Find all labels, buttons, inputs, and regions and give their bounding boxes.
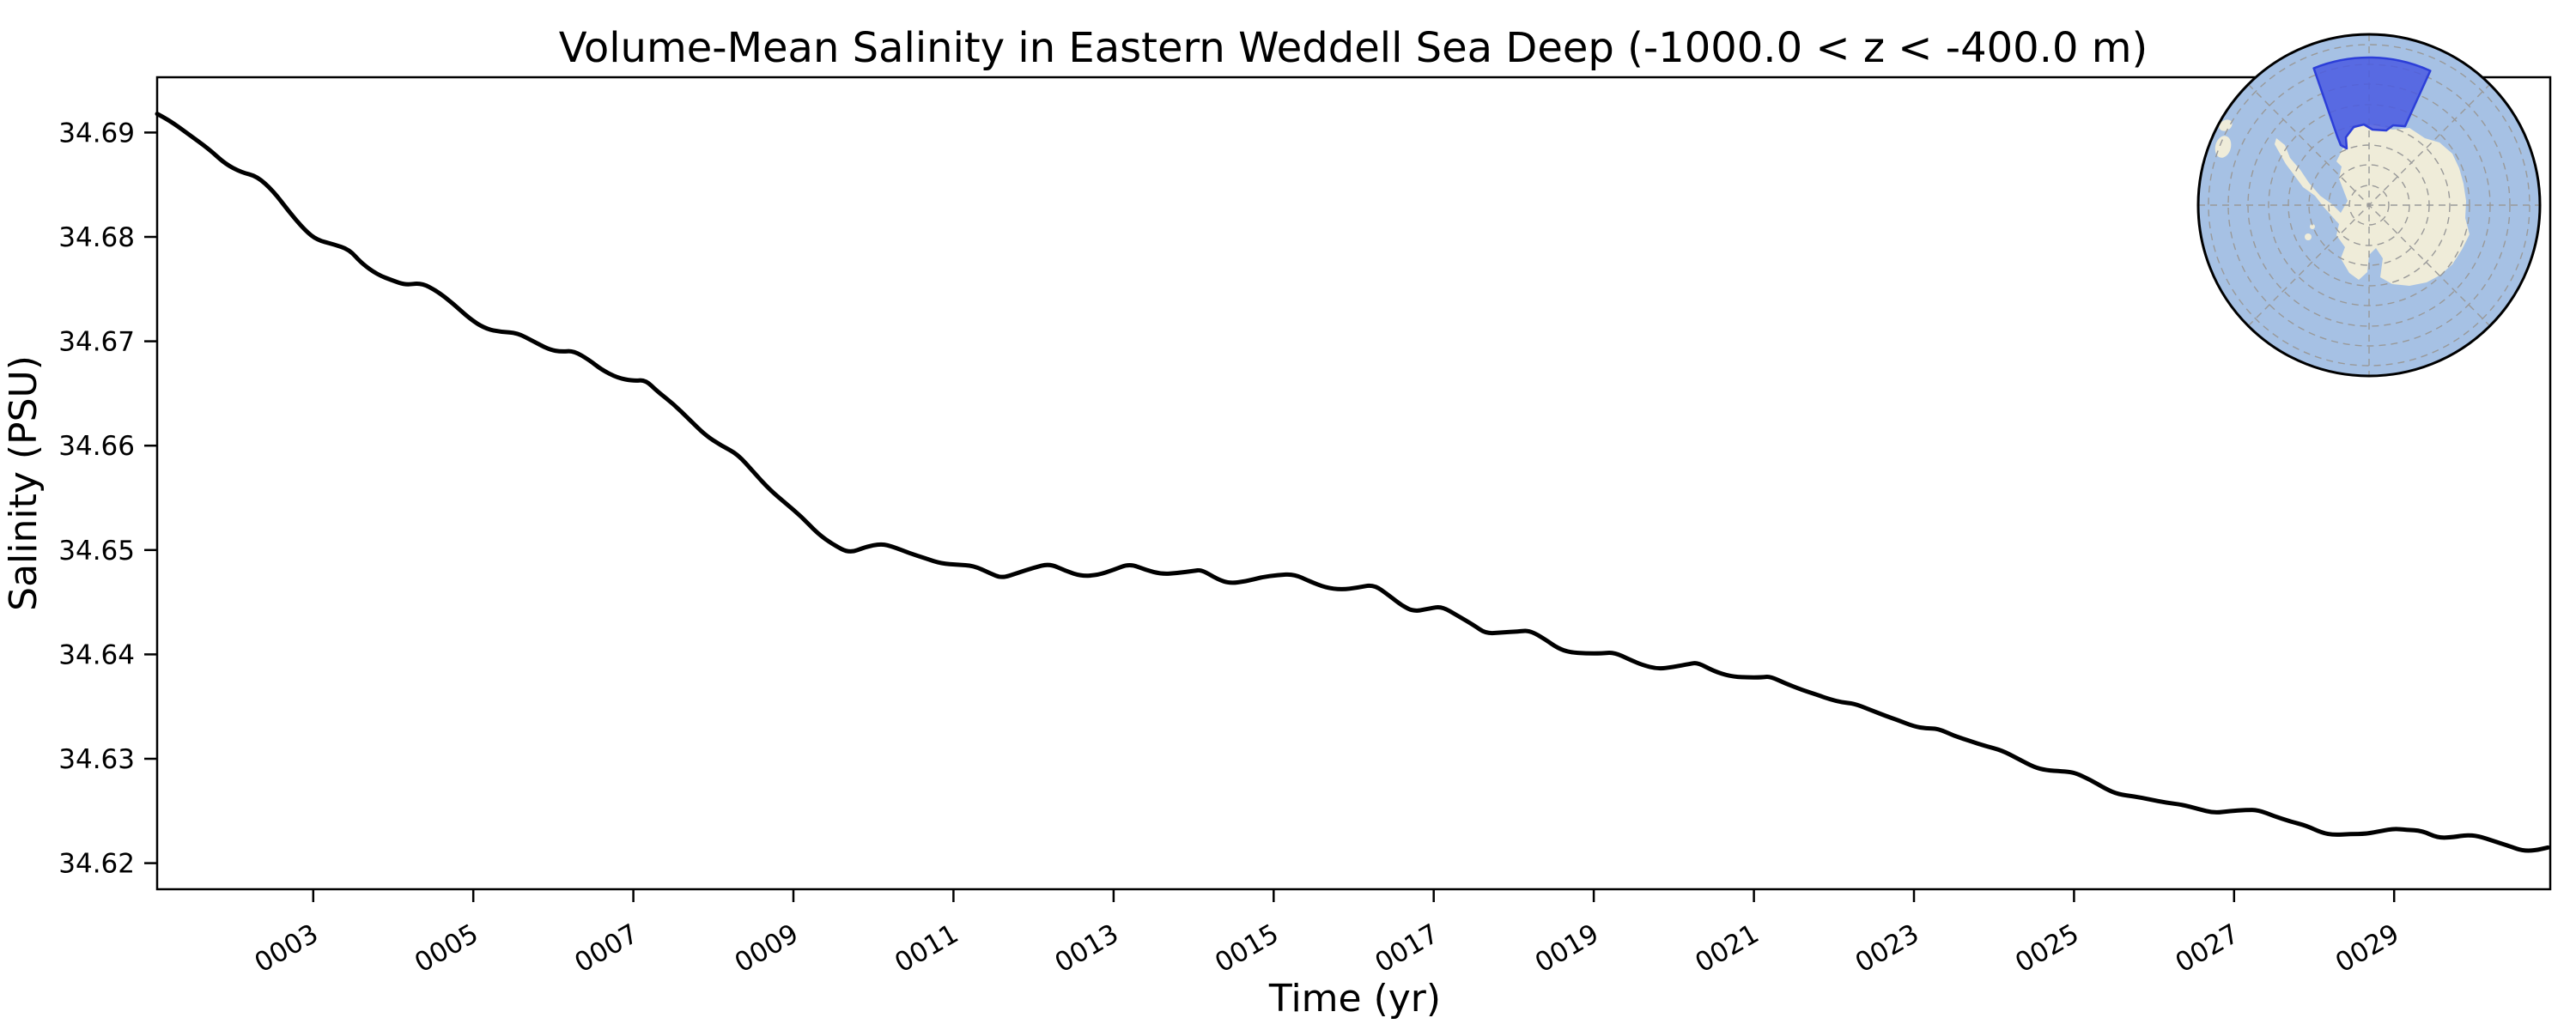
y-tick-label: 34.62 <box>58 849 135 880</box>
island <box>2329 208 2334 213</box>
x-tick-label: 0011 <box>890 918 963 979</box>
y-tick-label: 34.64 <box>58 639 135 670</box>
y-axis-ticks: 34.62 34.63 34.64 34.65 34.66 34.67 34.68 34.69 <box>58 118 157 880</box>
x-tick-label: 0017 <box>1370 918 1443 979</box>
x-tick-label: 0009 <box>730 918 804 979</box>
x-tick-label: 0025 <box>2010 918 2084 979</box>
y-tick-label: 34.67 <box>58 327 135 358</box>
island <box>2215 136 2232 158</box>
map-circle-border <box>2196 33 2542 378</box>
y-axis-label: Salinity (PSU) <box>2 355 46 611</box>
y-tick-label: 34.65 <box>58 536 135 566</box>
x-tick-label: 0027 <box>2170 918 2244 979</box>
plot-frame <box>155 76 2552 891</box>
x-tick-label: 0013 <box>1050 918 1124 979</box>
y-tick-label: 34.69 <box>58 118 135 148</box>
eastern-weddell-region-highlight <box>2312 56 2432 150</box>
island <box>2219 119 2233 131</box>
y-tick-label: 34.68 <box>58 222 135 253</box>
x-tick-label: 0019 <box>1530 918 1604 979</box>
x-axis-ticks: 0003 0005 0007 0009 0011 0013 0015 0017 0019 0021… <box>249 889 2404 978</box>
x-tick-label: 0023 <box>1850 918 1924 979</box>
island <box>2310 224 2315 229</box>
x-tick-label: 0005 <box>410 918 483 979</box>
x-tick-label: 0007 <box>569 918 643 979</box>
y-tick-label: 34.66 <box>58 431 135 462</box>
x-tick-label: 0015 <box>1210 918 1284 979</box>
x-axis-label: Time (yr) <box>1268 977 1441 1021</box>
x-tick-label: 0029 <box>2330 918 2404 979</box>
x-tick-label: 0021 <box>1690 918 1764 979</box>
chart-title: Volume-Mean Salinity in Eastern Weddell … <box>559 24 2148 72</box>
x-tick-label: 0003 <box>249 918 323 979</box>
salinity-line-series <box>155 112 2550 853</box>
island <box>2335 215 2342 222</box>
y-tick-label: 34.63 <box>58 744 135 775</box>
island <box>2305 233 2312 240</box>
antarctica-inset-map <box>2196 33 2542 378</box>
